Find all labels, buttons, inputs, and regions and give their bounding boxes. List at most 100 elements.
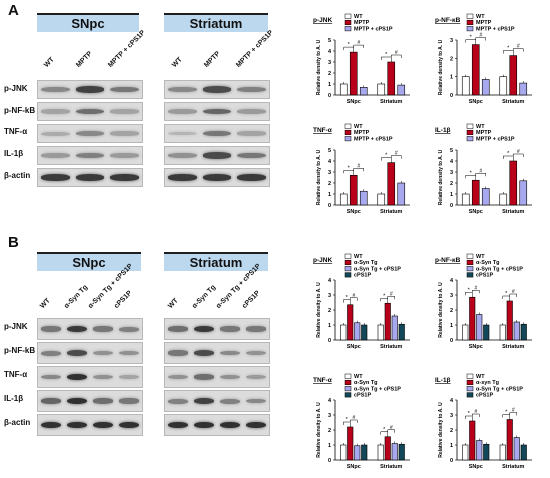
chart-bar [506, 300, 513, 341]
chart-legend-swatch [344, 19, 352, 25]
panel-b-blot-0-1 [164, 318, 270, 340]
chart-title: TNF-α [313, 127, 332, 134]
chart-bar [469, 420, 476, 461]
chart-sig-hash: # [357, 40, 360, 46]
panel-a-band [110, 131, 139, 136]
chart-y-tick-label: 4 [450, 278, 454, 284]
chart-x-tick-label: SNpc [347, 464, 361, 470]
panel-b-band [194, 325, 214, 333]
chart-sig-bracket [465, 175, 476, 179]
chart-bar [476, 314, 483, 341]
chart-legend-swatch [466, 19, 474, 25]
panel-a-band [237, 87, 266, 92]
chart-x-tick-label: SNpc [469, 344, 483, 350]
panel-b-snpc-header: SNpc [37, 252, 141, 271]
chart-sig-hash: # [474, 409, 477, 415]
chart-legend-swatch [466, 272, 474, 278]
chart-legend-swatch [344, 129, 352, 135]
chart-sig-hash: # [479, 168, 482, 174]
panel-b-band [119, 421, 139, 429]
chart-bar [347, 304, 354, 341]
panel-a-blot-2-1 [164, 124, 270, 143]
chart-legend-swatch [466, 123, 474, 129]
chart-sig-bracket [350, 419, 358, 423]
chart-legend-label: cPS1P [354, 273, 371, 279]
panel-b-blot-2-1 [164, 366, 270, 388]
panel-a-band [168, 153, 197, 158]
chart-legend-swatch [344, 259, 352, 265]
chart-x-tick-label: Striatum [502, 344, 524, 350]
chart-x-tick-label: SNpc [347, 209, 361, 215]
chart-bar [471, 179, 480, 206]
panel-b-blot-3-0 [37, 390, 143, 412]
panel-a-blot-0-1 [164, 80, 270, 99]
chart-sig-bracket [502, 295, 510, 299]
panel-b-blot-3-1 [164, 390, 270, 412]
chart-x-tick-label: Striatum [380, 344, 402, 350]
panel-b-band [93, 421, 113, 429]
chart-y-tick-label: 4 [328, 49, 332, 55]
chart-sig-bracket [353, 44, 364, 49]
panel-a-blot-3-0 [37, 146, 143, 165]
chart-sig-star: * [346, 295, 349, 301]
panel-a-blot-4-1 [164, 168, 270, 187]
panel-b-band [246, 398, 266, 404]
chart-legend-swatch [344, 266, 352, 272]
panel-b-band [220, 398, 240, 404]
chart-legend-swatch [466, 386, 474, 392]
panel-a-band [75, 86, 105, 93]
chart-sig-hash: # [512, 289, 515, 295]
panel-b-blot-4-0 [37, 414, 143, 436]
chart-sig-star: * [385, 153, 388, 159]
chart-sig-hash: # [479, 33, 482, 39]
panel-a-band [168, 131, 197, 136]
chart-sig-star: * [348, 165, 351, 171]
panel-a-band [75, 131, 105, 136]
chart-y-tick-label: 3 [450, 293, 453, 299]
chart-y-tick-label: 5 [450, 148, 453, 154]
chart-legend-swatch [466, 392, 474, 398]
chart-sig-bracket [391, 155, 402, 159]
chart-bar [377, 324, 384, 341]
chart-y-label: Relative density to A. U [316, 39, 322, 95]
chart-bar [519, 82, 528, 96]
chart-y-tick-label: 2 [328, 428, 331, 434]
chart-sig-bracket [343, 170, 354, 174]
chart-sig-bracket [513, 153, 524, 157]
chart-y-tick-label: 5 [328, 38, 331, 44]
chart-sig-bracket [380, 298, 388, 302]
chart-bar [359, 87, 368, 96]
panel-b-blot-1-0 [37, 342, 143, 364]
panel-a-band [202, 152, 232, 159]
chart-y-tick-label: 2 [450, 308, 453, 314]
chart-legend-swatch [466, 13, 474, 19]
chart-y-tick-label: 4 [328, 278, 332, 284]
chart-legend-swatch [466, 26, 474, 32]
chart-y-label: Relative density to A. U [438, 402, 444, 458]
chart-legend-label: α-syn Tg [476, 380, 499, 386]
panel-a-band [41, 131, 70, 136]
chart-sig-star: * [470, 170, 473, 176]
chart-bar [499, 76, 508, 96]
panel-b-band [119, 398, 139, 404]
chart-legend-label: α-Syn Tg + cPS1P [476, 386, 523, 392]
chart-y-tick-label: 4 [328, 398, 332, 404]
chart-sig-bracket [503, 155, 514, 159]
chart-legend-label: MPTP [476, 20, 492, 26]
chart-sig-bracket [387, 296, 395, 300]
chart-legend-swatch [344, 123, 352, 129]
chart-title: IL-1β [435, 377, 451, 384]
chart-bar [483, 324, 490, 341]
chart-y-label: Relative density to A. U [316, 282, 322, 338]
chart-y-tick-label: 2 [450, 428, 453, 434]
chart-legend-swatch [344, 26, 352, 32]
chart-bar [354, 322, 361, 341]
chart-legend-label: α-Syn Tg [354, 380, 378, 386]
panel-b-band [119, 326, 139, 332]
panel-b-band [119, 374, 139, 380]
chart-bar [481, 79, 490, 96]
chart-y-tick-label: 0 [328, 93, 331, 99]
chart-bar [509, 160, 518, 206]
panel-b-band [67, 397, 87, 405]
panel-a-blot-4-0 [37, 168, 143, 187]
